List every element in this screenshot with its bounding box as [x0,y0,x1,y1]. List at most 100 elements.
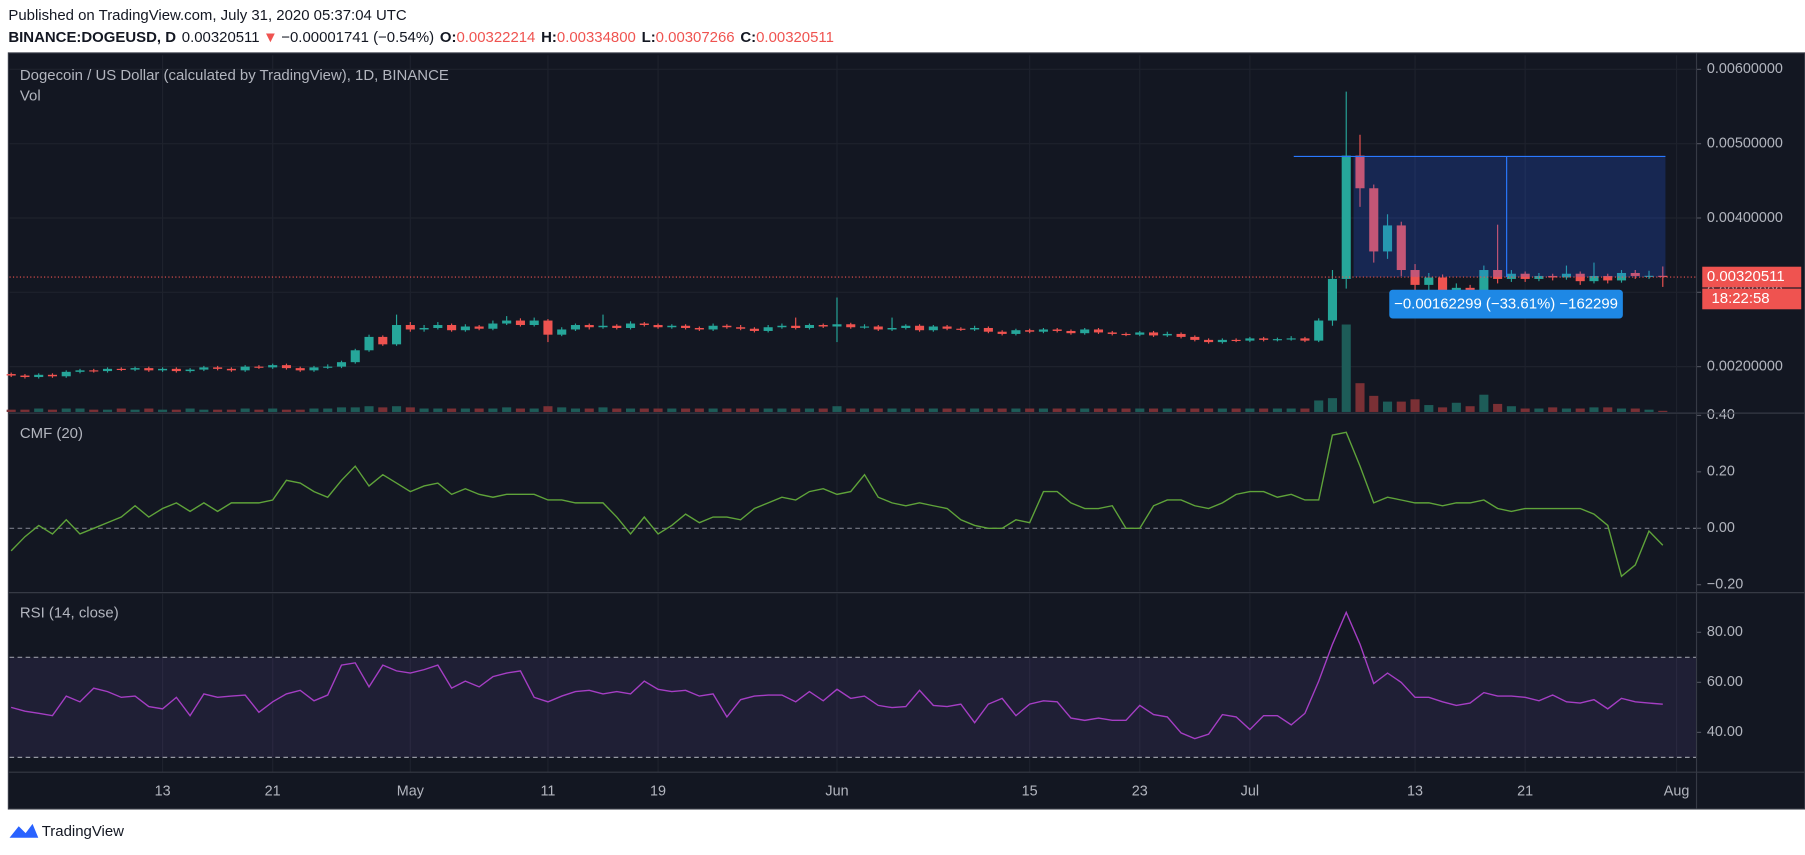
candle-body [1286,338,1296,340]
candle-body [116,368,126,371]
candle-body [749,328,759,331]
candle-body [997,331,1007,334]
candle-body [667,325,677,328]
volume-bar [1382,401,1393,412]
candle-body [89,370,99,372]
volume-bar [47,409,58,412]
high-value: 0.00334800 [557,29,636,46]
candle-body [1644,275,1654,277]
candle-body [1603,275,1613,281]
volume-bar [749,408,759,412]
volume-bar [915,408,925,412]
volume-bar [20,409,30,412]
candle-body [433,325,443,328]
y-tick-label: 0.20 [1707,464,1735,480]
candle-body [529,320,539,326]
y-tick-label: 0.00500000 [1707,135,1783,151]
volume-bar [1190,408,1200,412]
volume-bar [942,408,952,412]
x-tick-label: 13 [155,784,171,800]
volume-bar [653,408,663,412]
volume-bar [309,408,319,412]
open-value: 0.00322214 [456,29,535,46]
volume-bar [323,408,333,412]
volume-bar [102,409,113,412]
change: −0.00001741 (−0.54%) [281,29,434,46]
change-arrow: ▼ [263,29,278,46]
candle-body [1038,329,1048,332]
candle-body [1080,329,1090,334]
candle-body [736,327,746,329]
candle-body [419,327,429,330]
measure-label: −0.00162299 (−33.61%) −162299 [1394,296,1618,313]
volume-bar [336,407,347,412]
low-label: L: [642,29,656,46]
candle-body [1162,333,1172,336]
volume-bar [1438,407,1448,412]
volume-bar [1410,399,1420,412]
measure-label-box [1389,289,1623,319]
candle-body [777,325,787,328]
volume-bar [1231,408,1241,412]
volume-bar [75,408,85,412]
volume-bar [89,409,99,412]
volume-bar [1658,410,1668,412]
candle-body [240,366,250,371]
volume-bar [1616,408,1627,412]
candle-body [130,368,140,370]
candle-body [983,327,993,332]
candle-body [295,368,305,371]
candle-body [488,323,498,329]
candle-body [1314,320,1324,341]
volume-bar [1589,407,1599,412]
candle-body [1121,333,1131,336]
candle-body [268,365,278,368]
indicator-line [10,610,1663,740]
volume-bar [185,408,195,412]
candle-body [1245,338,1255,341]
candle-body [887,327,897,330]
volume-bar [1011,408,1021,412]
candle-body [405,325,415,330]
volume-bar [433,408,443,412]
candle-body [1135,332,1145,335]
candle-body [309,367,319,371]
candle-body [1355,155,1365,189]
chart-layer: 13 21 May 11 19 Jun 15 23 Jul 13 21 Aug 0.00200000 0.… [6,55,1802,800]
volume-bar [928,408,938,412]
candle-body [901,325,911,328]
volume-bar [1603,407,1613,412]
volume-bar [667,408,677,412]
candle-body [1327,278,1338,321]
candle-body [1217,339,1227,343]
volume-bar [1630,408,1640,412]
volume-bar [901,408,911,412]
candle-body [144,368,154,371]
volume-bar [474,408,484,412]
candle-body [515,320,525,326]
volume-bar [1451,402,1461,412]
candle-body [502,320,512,324]
volume-bar [1561,408,1571,412]
candle-body [1300,338,1310,341]
logo: TradingView [9,823,124,840]
volume-bar [970,408,980,412]
volume-bar [1327,398,1338,412]
candle-body [1066,330,1076,334]
volume-bar [557,407,567,412]
candle-body [34,374,44,378]
volume-bar [460,408,470,412]
y-tick-label: 60.00 [1707,674,1743,690]
candle-body [708,325,718,330]
candle-body [928,326,938,331]
volume-bar [1272,408,1282,412]
candle-body [846,324,856,328]
volume-bar [570,408,581,412]
volume-bar [639,408,649,412]
y-tick-label: 0.40 [1707,407,1735,423]
candle-body [171,368,181,372]
candle-body [570,325,581,330]
volume-bar [1493,403,1503,412]
volume-bar [158,409,168,412]
